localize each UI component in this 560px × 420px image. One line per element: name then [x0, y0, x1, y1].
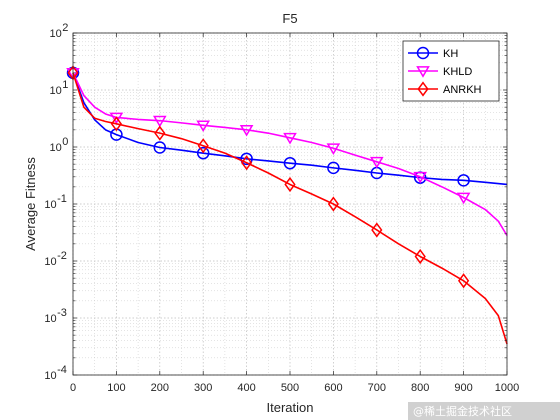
- data-point-khld: [283, 132, 297, 145]
- data-point-khld: [109, 112, 124, 125]
- legend-label-kh: KH: [443, 48, 458, 60]
- x-tick-label: 1000: [495, 382, 519, 394]
- x-tick-labels: 0 100 200 300 400 500 600 700 800 900 1000: [70, 382, 519, 394]
- data-point-anrkh: [457, 273, 470, 289]
- data-point-khld: [326, 143, 341, 155]
- series-line-anrkh: [72, 72, 508, 345]
- legend-marker-khld: [416, 66, 430, 78]
- y-tick-label: 10 0: [50, 136, 69, 154]
- y-tick-label-exponent: 2: [62, 22, 68, 34]
- series-layer: [66, 65, 508, 345]
- series-khld: [66, 67, 508, 236]
- y-tick-label: 10 -4: [44, 364, 67, 382]
- y-tick-label-exponent: 1: [62, 79, 68, 91]
- data-point-khld: [413, 171, 428, 184]
- data-point-kh: [153, 141, 167, 154]
- y-tick-label-exponent: -4: [57, 364, 67, 376]
- watermark: @稀土掘金技术社区: [408, 402, 560, 420]
- data-point-kh: [457, 174, 470, 187]
- data-point-anrkh: [240, 155, 253, 171]
- y-tick-label-exponent: 0: [62, 136, 68, 148]
- data-point-anrkh: [197, 138, 209, 154]
- series-line-kh: [72, 72, 508, 186]
- legend-marker-kh: [416, 46, 430, 60]
- x-tick-label: 100: [107, 382, 125, 394]
- x-tick-label: 200: [151, 382, 169, 394]
- x-tick-label: 900: [454, 382, 472, 394]
- data-point-anrkh: [371, 222, 383, 238]
- x-tick-label: 400: [237, 382, 255, 394]
- series-line-khld: [72, 72, 508, 236]
- legend-label-anrkh: ANRKH: [443, 84, 482, 96]
- x-tick-label: 0: [70, 382, 76, 394]
- data-point-anrkh: [154, 125, 166, 141]
- data-point-anrkh: [414, 248, 426, 265]
- y-tick-label-base: 10: [50, 85, 62, 97]
- data-point-khld: [456, 192, 471, 205]
- legend-marker-anrkh: [417, 81, 429, 97]
- data-point-khld: [152, 115, 167, 128]
- x-tick-label: 800: [411, 382, 429, 394]
- y-tick-label-exponent: -1: [57, 193, 67, 205]
- legend-item-khld: KHLD: [408, 66, 472, 78]
- y-tick-label: 10 -2: [44, 250, 67, 268]
- watermark-text: @稀土掘金技术社区: [413, 404, 512, 418]
- y-tick-label-base: 10: [44, 313, 56, 325]
- y-axis-title: Average Fitness: [23, 157, 38, 251]
- y-tick-label-base: 10: [44, 370, 56, 382]
- x-axis-title: Iteration: [267, 400, 314, 415]
- y-tick-label: 10 1: [50, 79, 69, 97]
- x-tick-label: 300: [194, 382, 212, 394]
- data-point-kh: [283, 156, 297, 170]
- x-tick-label: 700: [368, 382, 386, 394]
- data-point-anrkh: [284, 176, 296, 193]
- y-tick-label-base: 10: [44, 199, 56, 211]
- data-point-anrkh: [110, 116, 123, 132]
- data-point-khld: [369, 156, 384, 169]
- y-tick-label-exponent: -3: [57, 307, 67, 319]
- legend-item-anrkh: ANRKH: [408, 81, 482, 97]
- data-point-khld: [239, 124, 254, 137]
- y-tick-label: 10 2: [50, 22, 69, 40]
- series-anrkh: [67, 65, 508, 345]
- legend: KH KHLD ANRKH: [402, 40, 500, 102]
- y-tick-label-base: 10: [50, 28, 62, 40]
- chart-title: F5: [282, 11, 297, 26]
- legend-label-khld: KHLD: [443, 66, 472, 78]
- data-point-khld: [196, 120, 211, 133]
- y-tick-label-exponent: -2: [57, 250, 67, 262]
- y-tick-label-base: 10: [50, 142, 62, 154]
- ticks-layer: [72, 32, 508, 376]
- y-tick-label-base: 10: [44, 256, 56, 268]
- watermark-background: [408, 402, 560, 420]
- data-point-anrkh: [327, 196, 340, 212]
- y-tick-label: 10 -1: [44, 193, 67, 211]
- data-point-kh: [240, 152, 253, 166]
- data-point-kh: [196, 146, 210, 160]
- data-point-kh: [327, 161, 340, 175]
- x-tick-label: 600: [324, 382, 342, 394]
- x-tick-label: 500: [281, 382, 299, 394]
- y-tick-label: 10 -3: [44, 307, 67, 325]
- legend-item-kh: KH: [408, 46, 458, 60]
